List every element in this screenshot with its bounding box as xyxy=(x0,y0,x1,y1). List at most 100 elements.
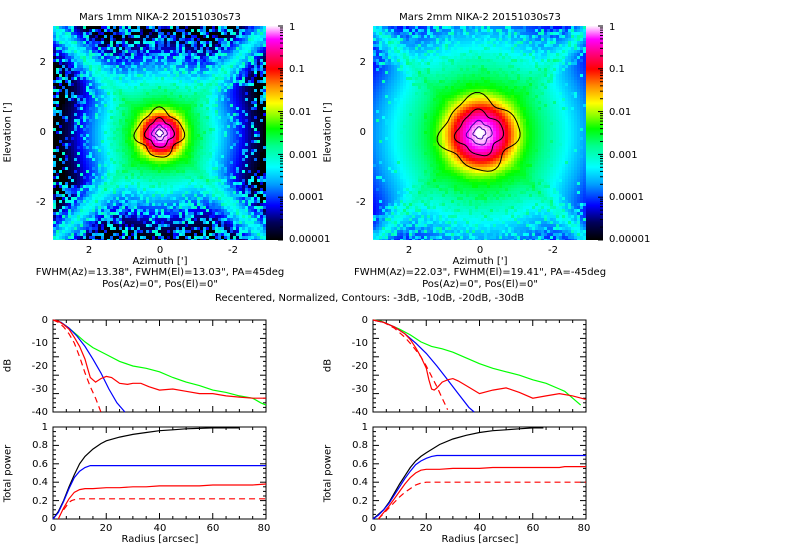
db-2mm-ytick-4: -40 xyxy=(351,407,368,418)
pw-1mm-xtick-2: 40 xyxy=(153,523,167,534)
db-1mm-ytick-0: 0 xyxy=(41,315,48,326)
cb-1mm-tick-2: 0.01 xyxy=(289,107,312,118)
db-1mm-ytick-2: -20 xyxy=(31,361,48,372)
cb-1mm-tick-1: 0.1 xyxy=(289,64,305,75)
cb-2mm-tick-2: 0.01 xyxy=(609,107,632,118)
series-power-blue xyxy=(52,465,266,520)
series-profile-blue xyxy=(52,319,126,413)
contour-30db xyxy=(133,106,186,158)
pw-1mm-ytick-2: 0.4 xyxy=(32,477,48,488)
contour-10db xyxy=(150,124,168,141)
pw-1mm-xtick-0: 0 xyxy=(49,523,57,534)
series-power-black xyxy=(52,427,240,520)
contour-3db xyxy=(154,128,164,138)
map-2mm-ytick-1: 0 xyxy=(359,127,366,138)
pw-2mm-xlabel: Radius [arcsec] xyxy=(441,534,519,545)
series-profile-red xyxy=(52,319,266,399)
db-1mm-ytick-3: -30 xyxy=(31,384,48,395)
series-profile-red-dashed xyxy=(372,319,449,410)
db-1mm-ylabel: dB xyxy=(2,358,14,373)
cb-1mm-tick-5: 0.00001 xyxy=(289,234,331,245)
cb-2mm-tick-4: 0.0001 xyxy=(609,192,644,203)
series-power-blue xyxy=(372,454,586,520)
pw-1mm-ylabel: Total power xyxy=(2,444,14,503)
map-1mm-xlabel: Azimuth ['] xyxy=(132,256,188,267)
pw-2mm-ytick-1: 0.2 xyxy=(352,496,368,507)
map-2mm-ytick-2: -2 xyxy=(356,197,366,208)
db-1mm-ytick-1: -10 xyxy=(31,338,48,349)
plot-frame xyxy=(52,426,267,520)
series-profile-red xyxy=(372,319,587,400)
map-1mm-pos: Pos(Az)=0", Pos(El)=0" xyxy=(102,279,218,290)
series-power-red xyxy=(57,483,267,520)
contour-30db xyxy=(436,91,521,172)
plot-frame xyxy=(372,426,587,520)
map-2mm-fwhm: FWHM(Az)=22.03", FWHM(El)=19.41", PA=-45… xyxy=(353,267,607,278)
map-1mm-xtick-2: -2 xyxy=(228,245,238,256)
map-2mm-image xyxy=(373,26,586,240)
series-profile-green xyxy=(372,319,582,406)
map-2mm-pos: Pos(Az)=0", Pos(El)=0" xyxy=(422,279,538,290)
map-2mm-xlabel: Azimuth ['] xyxy=(452,256,508,267)
pw-2mm-xtick-2: 40 xyxy=(473,523,487,534)
db-2mm-ylabel: dB xyxy=(322,358,334,373)
pw-2mm-ytick-2: 0.4 xyxy=(352,477,368,488)
map-1mm-xtick-0: 2 xyxy=(85,245,93,256)
colorbar-1mm xyxy=(266,26,283,240)
map-1mm-ylabel: Elevation ['] xyxy=(2,102,14,163)
pw-2mm-ytick-4: 0.8 xyxy=(352,440,368,451)
series-profile-blue xyxy=(372,319,475,413)
cb-1mm-tick-4: 0.0001 xyxy=(289,192,324,203)
series-power-red xyxy=(377,466,586,520)
contours-note: Recentered, Normalized, Contours: -3dB, … xyxy=(215,293,525,304)
contour-3db xyxy=(472,126,487,140)
pw-1mm-ytick-4: 0.8 xyxy=(32,440,48,451)
map-1mm-ytick-2: -2 xyxy=(36,197,46,208)
map-1mm-fwhm: FWHM(Az)=13.38", FWHM(El)=13.03", PA=45d… xyxy=(35,267,285,278)
pw-2mm-ytick-3: 0.6 xyxy=(352,459,368,470)
pw-1mm-ytick-5: 1 xyxy=(41,422,48,433)
map-2mm-ylabel: Elevation ['] xyxy=(322,102,334,163)
contour-20db xyxy=(453,108,505,157)
series-power-red-dashed xyxy=(63,498,266,511)
map-1mm-ytick-1: 0 xyxy=(39,127,46,138)
pw-1mm-xtick-3: 60 xyxy=(206,523,220,534)
map-2mm-xtick-2: -2 xyxy=(548,245,558,256)
pw-1mm-ytick-1: 0.2 xyxy=(32,496,48,507)
pw-2mm-ytick-0: 0 xyxy=(361,514,368,525)
cb-1mm-tick-3: 0.001 xyxy=(289,150,318,161)
cb-2mm-tick-5: 0.00001 xyxy=(609,234,651,245)
contour-20db xyxy=(143,116,176,148)
cb-1mm-tick-0: 1 xyxy=(289,22,296,33)
map-2mm-ytick-0: 2 xyxy=(359,57,366,68)
pw-2mm-xtick-3: 60 xyxy=(526,523,540,534)
series-power-black xyxy=(372,427,544,520)
db-1mm-ytick-4: -40 xyxy=(31,407,48,418)
pw-1mm-ytick-0: 0 xyxy=(41,514,48,525)
plot-frame xyxy=(52,319,267,413)
series-power-red-dashed xyxy=(377,481,586,520)
cb-2mm-tick-3: 0.001 xyxy=(609,150,638,161)
db-2mm-ytick-0: 0 xyxy=(361,315,368,326)
pw-1mm-xtick-4: 80 xyxy=(257,523,271,534)
pw-2mm-xtick-1: 20 xyxy=(419,523,433,534)
pw-2mm-xtick-0: 0 xyxy=(369,523,377,534)
pw-2mm-ylabel: Total power xyxy=(322,444,334,503)
series-profile-green xyxy=(52,319,267,406)
pw-2mm-xtick-4: 80 xyxy=(577,523,591,534)
db-2mm-ytick-3: -30 xyxy=(351,384,368,395)
series-profile-red-dashed xyxy=(52,319,102,413)
map-2mm-xtick-0: 2 xyxy=(405,245,413,256)
map-1mm-xtick-1: 0 xyxy=(156,245,164,256)
cb-2mm-tick-0: 1 xyxy=(609,22,616,33)
pw-2mm-ytick-5: 1 xyxy=(361,422,368,433)
pw-1mm-xtick-1: 20 xyxy=(99,523,113,534)
pw-1mm-xlabel: Radius [arcsec] xyxy=(121,534,199,545)
map-1mm-image xyxy=(53,26,266,240)
cb-2mm-tick-1: 0.1 xyxy=(609,64,625,75)
db-2mm-ytick-1: -10 xyxy=(351,338,368,349)
pw-1mm-ytick-3: 0.6 xyxy=(32,459,48,470)
map-2mm-xtick-1: 0 xyxy=(476,245,484,256)
db-2mm-ytick-2: -20 xyxy=(351,361,368,372)
